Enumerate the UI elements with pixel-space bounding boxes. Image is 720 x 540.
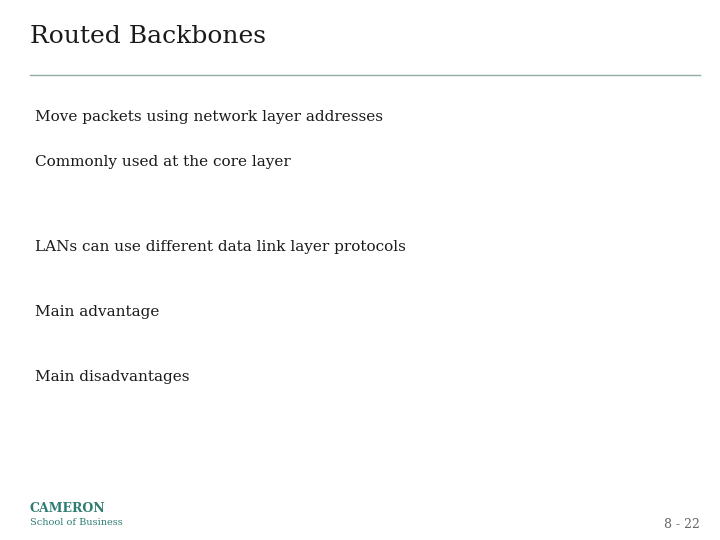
Text: Move packets using network layer addresses: Move packets using network layer address… bbox=[35, 110, 383, 124]
Text: Routed Backbones: Routed Backbones bbox=[30, 25, 266, 48]
Text: 8 - 22: 8 - 22 bbox=[664, 518, 700, 531]
Text: CAMERON: CAMERON bbox=[30, 502, 106, 515]
Text: Commonly used at the core layer: Commonly used at the core layer bbox=[35, 155, 291, 169]
Text: Main advantage: Main advantage bbox=[35, 305, 159, 319]
Text: Main disadvantages: Main disadvantages bbox=[35, 370, 189, 384]
Text: School of Business: School of Business bbox=[30, 518, 122, 527]
Text: LANs can use different data link layer protocols: LANs can use different data link layer p… bbox=[35, 240, 406, 254]
